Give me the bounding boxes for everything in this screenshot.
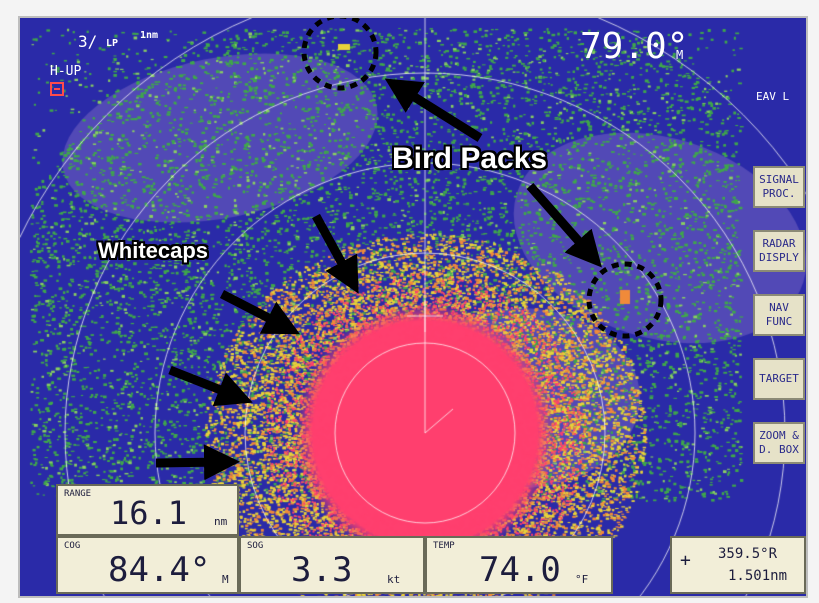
menu-label-line1: RADAR: [762, 237, 796, 250]
radar-mode-icon: [50, 82, 64, 96]
zoom-dbox-button[interactable]: ZOOM & D. BOX: [753, 422, 805, 464]
range-value: 16.1: [110, 494, 188, 532]
menu-label-line2: FUNC: [765, 315, 793, 328]
heading-value: 79.0°: [580, 26, 689, 67]
range-unit: nm: [214, 515, 228, 528]
cog-readout: COG 84.4° M: [56, 536, 239, 594]
menu-label-line1: SIGNAL: [759, 173, 799, 186]
range-caption: RANGE: [64, 489, 92, 499]
menu-label-line1: NAV: [769, 301, 789, 314]
signal-proc-button[interactable]: SIGNAL PROC.: [753, 166, 805, 208]
nav-func-button[interactable]: NAV FUNC: [753, 294, 805, 336]
bird-pack-circle-right: [586, 261, 664, 339]
radar-screen: 3/ LP 1nm H-UP 79.0° M EAV L SIGNAL PROC…: [18, 16, 808, 598]
cog-unit: M: [222, 573, 229, 586]
bird-pack-circle-top: [301, 18, 379, 91]
pulse-length: LP: [106, 38, 119, 49]
eav-label: EAV L: [756, 90, 790, 103]
menu-label-line1: ZOOM &: [759, 429, 799, 442]
arrow-whitecaps-2: [219, 290, 300, 335]
whitecaps-label: Whitecaps: [98, 238, 209, 263]
sog-value: 3.3: [291, 550, 353, 590]
cog-value: 84.4°: [108, 550, 211, 590]
range-code: 3/: [78, 32, 98, 51]
orientation-mode[interactable]: H-UP: [50, 64, 82, 79]
temp-value: 74.0: [479, 550, 561, 590]
radar-display-button[interactable]: RADAR DISPLY: [753, 230, 805, 272]
sog-caption: SOG: [247, 541, 264, 551]
target-button[interactable]: TARGET: [753, 358, 805, 400]
arrow-bird-right: [526, 183, 602, 268]
bird-packs-label: Bird Packs: [392, 142, 548, 175]
cursor-cross-icon: +: [680, 550, 691, 571]
range-scale: 1nm: [140, 30, 159, 41]
temp-unit: °F: [575, 573, 589, 586]
cog-caption: COG: [64, 541, 81, 551]
menu-label-line2: PROC.: [762, 187, 796, 200]
arrow-bird-top: [384, 78, 483, 142]
sog-readout: SOG 3.3 kt: [239, 536, 425, 594]
cursor-distance: 1.501nm: [728, 568, 788, 584]
heading-unit: M: [676, 48, 684, 62]
annotation-overlay: [155, 18, 664, 481]
temp-readout: TEMP 74.0 °F: [425, 536, 613, 594]
sog-unit: kt: [387, 573, 401, 586]
menu-label-line1: TARGET: [759, 372, 799, 385]
cursor-bearing: 359.5°R: [718, 546, 778, 562]
range-readout: RANGE 16.1 nm: [56, 484, 239, 536]
temp-caption: TEMP: [433, 541, 455, 551]
menu-label-line2: DISPLY: [759, 251, 799, 264]
arrow-whitecaps-3: [168, 365, 253, 407]
cursor-readout: + 359.5°R 1.501nm: [670, 536, 806, 594]
arrow-whitecaps-4: [155, 444, 240, 481]
menu-label-line2: D. BOX: [759, 443, 799, 456]
arrow-whitecaps-1: [312, 213, 359, 294]
